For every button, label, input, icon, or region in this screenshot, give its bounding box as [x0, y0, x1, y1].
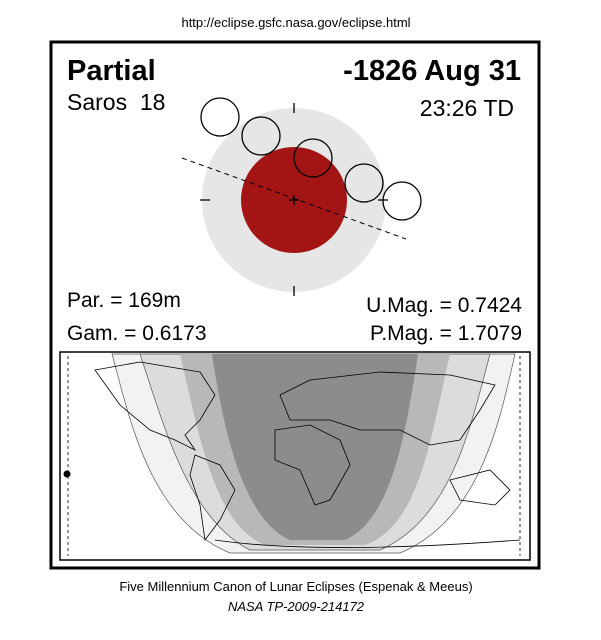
coastlines — [67, 356, 521, 556]
moon — [241, 116, 281, 156]
north-america — [94, 361, 216, 452]
africa — [274, 424, 351, 506]
url: http://eclipse.gsfc.nasa.gov/eclipse.htm… — [181, 15, 410, 30]
moon — [382, 181, 422, 221]
umag: U.Mag. = 0.7424 — [366, 294, 522, 317]
moon — [200, 97, 240, 137]
par: Par. = 169m — [67, 289, 181, 312]
saros: Saros 18 — [67, 89, 165, 115]
moon — [344, 163, 384, 203]
south-america — [189, 454, 236, 542]
australia — [449, 469, 511, 506]
umbral-zone — [212, 354, 418, 540]
eurasia — [279, 371, 496, 446]
caption: Five Millennium Canon of Lunar Eclipses … — [119, 579, 472, 594]
date: -1826 Aug 31 — [343, 55, 521, 87]
gam: Gam. = 0.6173 — [67, 322, 207, 345]
moon-path — [181, 97, 422, 296]
publication: NASA TP-2009-214172 — [228, 599, 365, 614]
antarctica — [214, 539, 521, 548]
moon — [293, 138, 333, 178]
sub-lunar-point — [63, 470, 71, 478]
eclipse-type: Partial — [67, 55, 156, 87]
time: 23:26 TD — [420, 95, 514, 121]
world-map — [59, 351, 531, 561]
pmag: P.Mag. = 1.7079 — [370, 322, 522, 345]
